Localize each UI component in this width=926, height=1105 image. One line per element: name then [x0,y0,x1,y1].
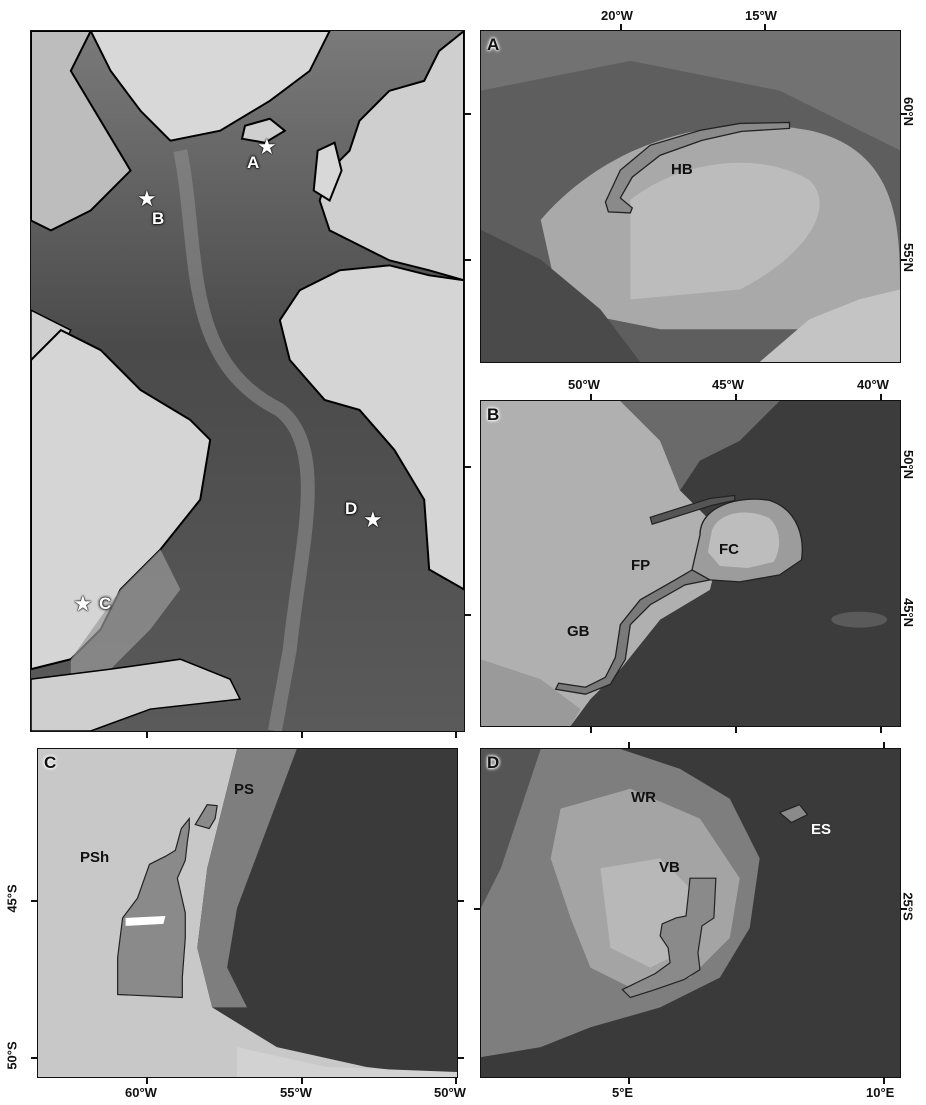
feature-psh-label: PSh [80,849,110,866]
tick-label-55w-bottom: 55°W [280,1085,312,1100]
feature-es-label: ES [811,821,832,838]
north-america-landmass [31,31,132,232]
feature-gb-label: GB [567,623,590,640]
tick-mark [880,394,882,400]
tick-label-5e-bottom: 5°E [612,1085,634,1100]
africa-landmass [278,264,464,591]
greenland-landmass [89,31,331,142]
tick-mark [301,732,303,738]
tick-label-25s: 25°S [900,892,916,921]
tick-mark [458,900,464,902]
tick-mark [146,732,148,738]
feature-hb-label: HB [671,161,693,178]
tick-mark [901,466,907,468]
tick-mark [474,908,480,910]
panel-b-label: B [487,405,500,424]
tick-label-45w-top: 45°W [712,377,744,392]
panel-c-graphic [38,749,457,1077]
tick-mark [31,900,37,902]
tick-label-20w-top: 20°W [601,8,633,23]
overview-map-graphic [31,31,464,731]
tick-label-60w-bottom: 60°W [125,1085,157,1100]
tick-mark [590,394,592,400]
feature-fp-label: FP [631,557,651,574]
tick-mark [590,727,592,733]
feature-wr-label: WR [631,789,656,806]
overview-map[interactable]: ★ A ★ B ★ C ★ D [30,30,465,732]
site-b-marker-icon[interactable]: ★ [137,186,157,211]
feature-vb-label: VB [659,859,680,876]
tick-mark [628,742,630,748]
ps-polygon [194,804,218,830]
site-d-marker-icon[interactable]: ★ [363,507,383,532]
tick-mark [146,1078,148,1084]
site-a-label: A [247,153,260,172]
tick-label-10e-bottom: 10°E [866,1085,895,1100]
psh-polygon [117,816,190,999]
tick-mark [764,24,766,30]
tick-mark [301,1078,303,1084]
panel-a-map[interactable]: A HB [480,30,901,363]
panel-b-map[interactable]: B FC FP GB [480,400,901,727]
tick-label-50w-bottom: 50°W [434,1085,466,1100]
tick-mark [628,1078,630,1084]
tick-mark [883,742,885,748]
panel-b-graphic [481,401,900,726]
site-d-label: D [345,499,358,518]
panel-a-graphic [481,31,900,362]
tick-label-50s: 50°S [4,1041,20,1070]
tick-label-60n: 60°N [901,96,917,127]
tick-label-50n: 50°N [901,449,917,480]
tick-mark [465,259,471,261]
site-b-label: B [152,209,165,228]
tick-mark [901,908,907,910]
hb-polygon [604,121,791,214]
tick-mark [465,113,471,115]
site-c-marker-icon[interactable]: ★ [73,591,93,616]
panel-a-label: A [487,35,500,54]
es-polygon [778,803,809,824]
tick-mark [735,727,737,733]
panel-d-graphic [481,749,900,1077]
tick-mark [620,24,622,30]
fp-gb-polygon [554,569,712,695]
tick-label-40w-top: 40°W [857,377,889,392]
tick-label-55n: 55°N [901,242,917,273]
tick-label-45s: 45°S [4,884,20,913]
panel-d-label: D [487,753,500,772]
tick-label-45n: 45°N [901,597,917,628]
panel-c-label: C [44,753,57,772]
tick-mark [455,1078,457,1084]
tick-mark [880,727,882,733]
tick-mark [735,394,737,400]
feature-ps-label: PS [234,781,255,798]
site-a-marker-icon[interactable]: ★ [257,134,277,159]
tick-mark [901,614,907,616]
tick-mark [458,1057,464,1059]
tick-mark [901,113,907,115]
vb-polygon [621,877,717,999]
tick-mark [883,1078,885,1084]
panel-d-map[interactable]: D WR VB ES [480,748,901,1078]
tick-mark [901,259,907,261]
site-c-label: C [99,594,112,613]
tick-label-15w-top: 15°W [745,8,777,23]
tick-mark [455,732,457,738]
tick-label-50w-top: 50°W [568,377,600,392]
panel-c-map[interactable]: C PS PSh [37,748,458,1078]
feature-fc-label: FC [719,541,739,558]
tick-mark [31,1057,37,1059]
tick-mark [465,466,471,468]
tick-mark [465,614,471,616]
